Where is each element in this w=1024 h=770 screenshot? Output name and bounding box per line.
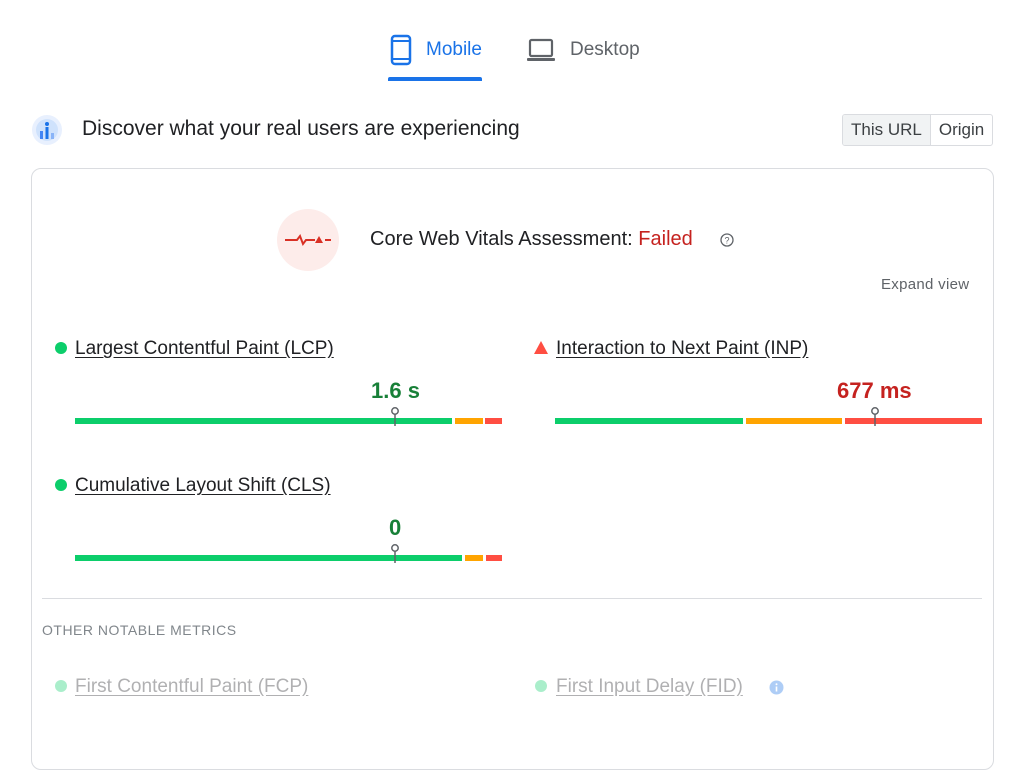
good-dot-icon — [55, 680, 67, 692]
assessment-text: Core Web Vitals Assessment: Failed — [370, 228, 693, 251]
metric-inp-distribution-bar — [555, 418, 982, 424]
url-origin-toggle: This URL Origin — [842, 114, 994, 146]
good-segment — [555, 418, 743, 424]
metric-fid-link[interactable]: First Input Delay (FID) — [556, 676, 743, 697]
vitals-pulse-icon — [285, 233, 331, 247]
other-metrics-heading: OTHER NOTABLE METRICS — [42, 622, 237, 638]
good-dot-icon — [55, 479, 67, 491]
p75-marker-icon — [871, 407, 879, 426]
metric-cls-value: 0 — [389, 515, 402, 540]
assessment-label: Core Web Vitals Assessment: — [370, 228, 633, 250]
expand-view-link[interactable]: Expand view — [881, 276, 970, 293]
svg-text:?: ? — [724, 236, 729, 246]
help-icon[interactable]: ? — [720, 233, 734, 247]
section-divider — [42, 598, 982, 599]
discover-title: Discover what your real users are experi… — [82, 117, 520, 140]
origin-button[interactable]: Origin — [938, 120, 985, 139]
tab-mobile[interactable]: Mobile — [390, 34, 482, 80]
poor-segment — [486, 555, 502, 561]
poor-segment — [845, 418, 982, 424]
good-segment — [75, 418, 452, 424]
good-segment — [75, 555, 462, 561]
tab-desktop-label: Desktop — [570, 39, 640, 60]
tab-desktop[interactable]: Desktop — [526, 34, 640, 80]
phone-icon — [390, 34, 412, 66]
field-data-card — [31, 168, 994, 770]
good-dot-icon — [535, 680, 547, 692]
p75-marker-icon — [391, 407, 399, 426]
metric-inp-value: 677 ms — [837, 378, 912, 403]
metric-inp-link[interactable]: Interaction to Next Paint (INP) — [556, 338, 809, 359]
laptop-icon — [527, 38, 555, 61]
needs-improvement-segment — [465, 555, 483, 561]
metric-lcp-link[interactable]: Largest Contentful Paint (LCP) — [75, 338, 334, 359]
good-dot-icon — [55, 342, 67, 354]
metric-fcp-link[interactable]: First Contentful Paint (FCP) — [75, 676, 309, 697]
metric-cls-distribution-bar — [75, 555, 502, 561]
metric-lcp-value: 1.6 s — [371, 378, 420, 403]
crux-globe-icon — [32, 115, 62, 145]
poor-segment — [485, 418, 502, 424]
needs-improvement-segment — [455, 418, 483, 424]
needs-improvement-segment — [746, 418, 842, 424]
assessment-badge — [277, 209, 339, 271]
poor-triangle-icon — [534, 341, 548, 354]
p75-marker-icon — [391, 544, 399, 563]
active-tab-indicator — [388, 77, 482, 81]
metric-lcp-distribution-bar — [75, 418, 502, 424]
info-icon[interactable] — [769, 680, 784, 695]
tab-mobile-label: Mobile — [426, 39, 482, 60]
this-url-button[interactable]: This URL — [843, 115, 931, 145]
assessment-status: Failed — [638, 228, 693, 250]
metric-cls-link[interactable]: Cumulative Layout Shift (CLS) — [75, 475, 331, 496]
